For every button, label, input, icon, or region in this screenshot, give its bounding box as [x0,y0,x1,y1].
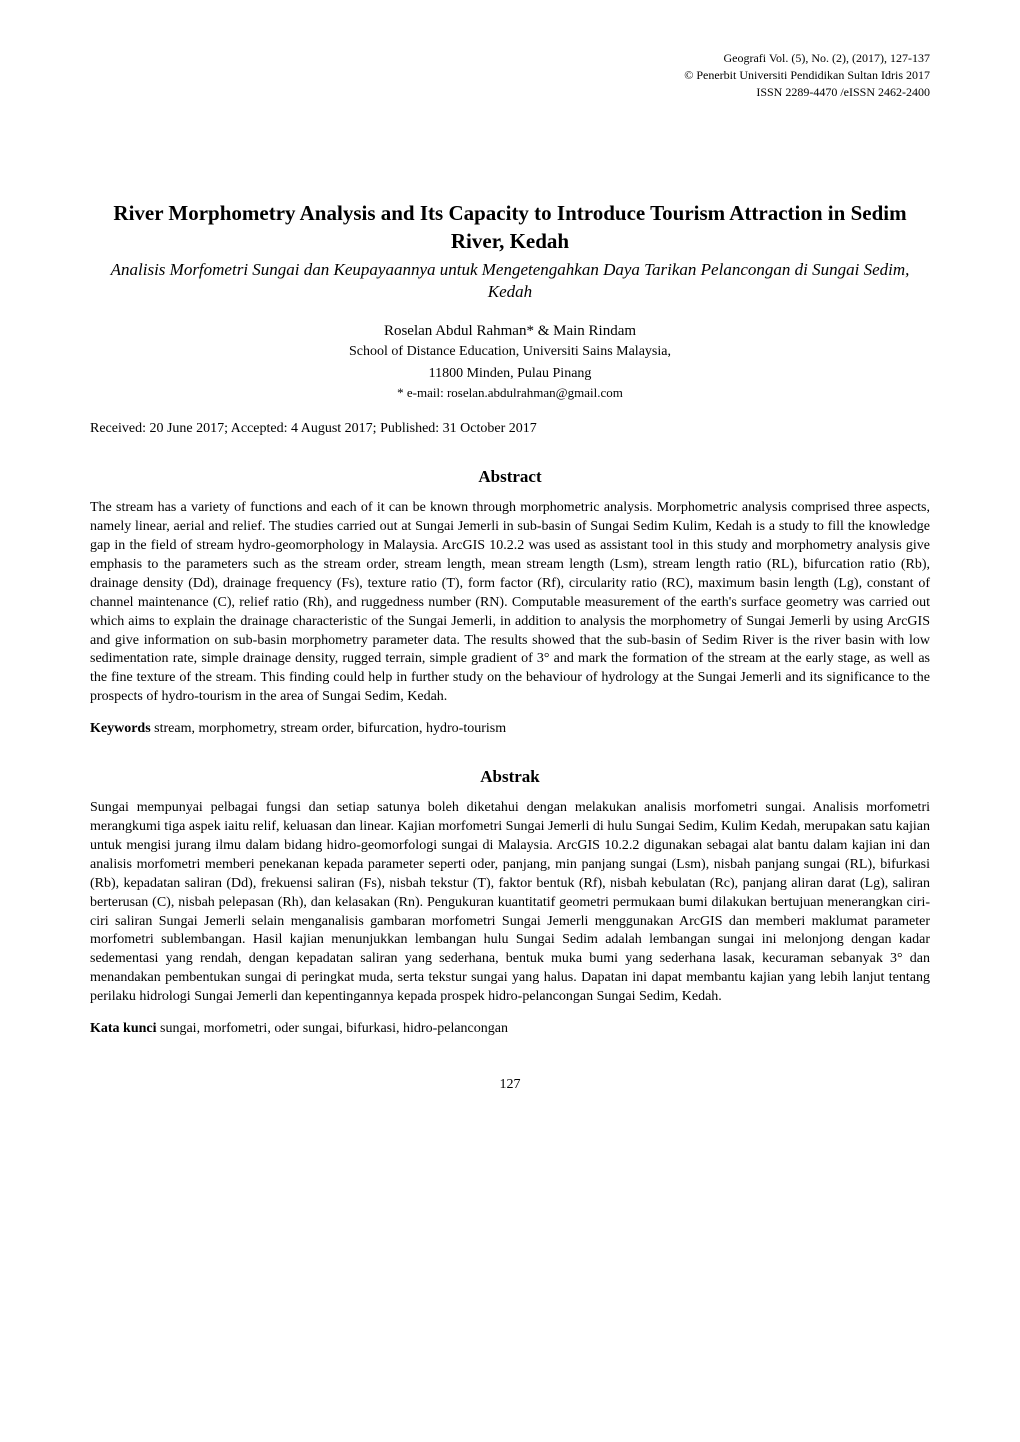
abstract-heading-ms: Abstrak [90,767,930,787]
page-number: 127 [90,1077,930,1093]
abstract-body-en: The stream has a variety of functions an… [90,499,930,707]
keywords-label-ms: Kata kunci [90,1021,157,1036]
journal-header: Geografi Vol. (5), No. (2), (2017), 127-… [90,50,930,100]
keywords-list-en: stream, morphometry, stream order, bifur… [151,721,506,736]
abstract-body-ms: Sungai mempunyai pelbagai fungsi dan set… [90,799,930,1007]
issn-line: ISSN 2289-4470 /eISSN 2462-2400 [90,84,930,101]
affiliation-line-1: School of Distance Education, Universiti… [90,342,930,362]
abstract-heading-en: Abstract [90,467,930,487]
article-title: River Morphometry Analysis and Its Capac… [90,200,930,255]
article-dates: Received: 20 June 2017; Accepted: 4 Augu… [90,421,930,437]
authors: Roselan Abdul Rahman* & Main Rindam [90,323,930,340]
affiliation-line-2: 11800 Minden, Pulau Pinang [90,364,930,384]
publisher-line: © Penerbit Universiti Pendidikan Sultan … [90,67,930,84]
keywords-en: Keywords stream, morphometry, stream ord… [90,721,930,737]
keywords-list-ms: sungai, morfometri, oder sungai, bifurka… [157,1021,508,1036]
corresponding-email: * e-mail: roselan.abdulrahman@gmail.com [90,385,930,401]
keywords-label-en: Keywords [90,721,151,736]
article-subtitle: Analisis Morfometri Sungai dan Keupayaan… [90,259,930,303]
journal-line: Geografi Vol. (5), No. (2), (2017), 127-… [90,50,930,67]
keywords-ms: Kata kunci sungai, morfometri, oder sung… [90,1021,930,1037]
